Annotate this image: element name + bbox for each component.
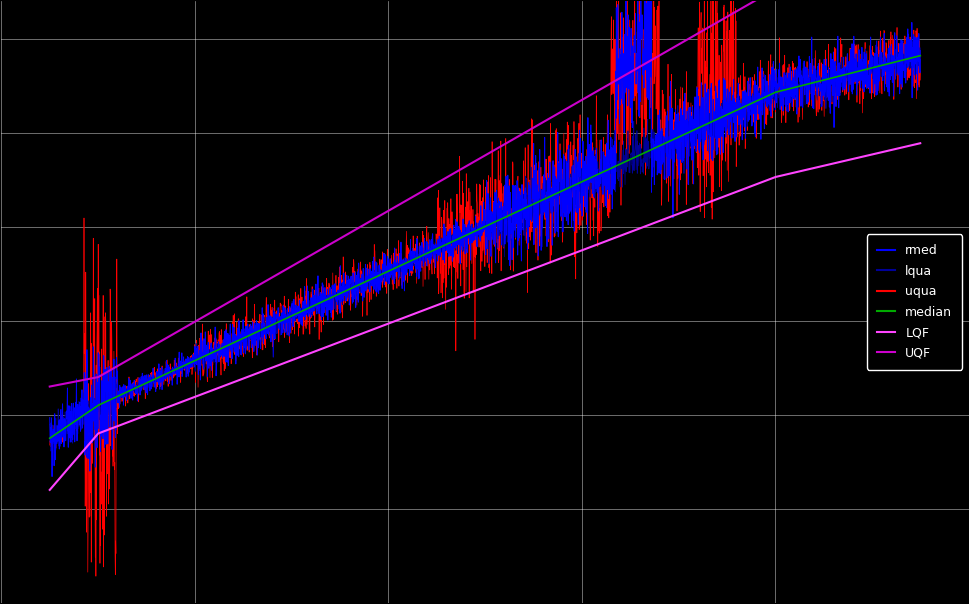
uqua [195, 362, 206, 369]
Line: median: median [49, 56, 920, 439]
Legend: rmed, lqua, uqua, median, LQF, UQF: rmed, lqua, uqua, median, LQF, UQF [865, 234, 961, 370]
LQF [44, 486, 55, 493]
LQF [143, 411, 155, 418]
rmed [897, 62, 909, 69]
lqua [195, 353, 206, 361]
rmed [44, 414, 55, 421]
lqua [914, 51, 925, 58]
LQF [195, 391, 206, 398]
median [896, 56, 908, 63]
uqua [90, 573, 102, 580]
median [802, 80, 814, 88]
Line: rmed: rmed [49, 0, 920, 477]
LQF [415, 307, 426, 315]
rmed [47, 473, 58, 480]
uqua [803, 90, 815, 97]
LQF [896, 144, 908, 151]
lqua [378, 263, 390, 271]
LQF [914, 140, 925, 147]
UQF [143, 344, 155, 352]
median [415, 252, 426, 260]
Line: lqua: lqua [49, 37, 920, 451]
rmed [378, 249, 390, 257]
UQF [377, 210, 389, 217]
LQF [802, 165, 814, 173]
UQF [415, 188, 426, 196]
lqua [143, 378, 155, 385]
Line: LQF: LQF [49, 143, 920, 490]
rmed [416, 243, 427, 251]
uqua [44, 437, 55, 445]
lqua [44, 421, 55, 428]
Line: uqua: uqua [49, 0, 920, 576]
median [914, 52, 925, 59]
LQF [377, 322, 389, 329]
uqua [378, 276, 390, 283]
lqua [416, 254, 427, 262]
lqua [49, 448, 61, 455]
lqua [803, 82, 815, 89]
uqua [143, 386, 155, 393]
lqua [911, 34, 922, 41]
UQF [44, 383, 55, 390]
rmed [143, 373, 155, 381]
rmed [914, 47, 925, 54]
median [377, 270, 389, 277]
median [195, 355, 206, 362]
median [143, 378, 155, 385]
median [44, 435, 55, 442]
Line: UQF: UQF [49, 0, 920, 387]
uqua [897, 61, 909, 68]
uqua [416, 252, 427, 259]
rmed [195, 329, 206, 336]
uqua [914, 68, 925, 75]
rmed [803, 73, 815, 80]
lqua [896, 63, 908, 71]
UQF [195, 315, 206, 322]
